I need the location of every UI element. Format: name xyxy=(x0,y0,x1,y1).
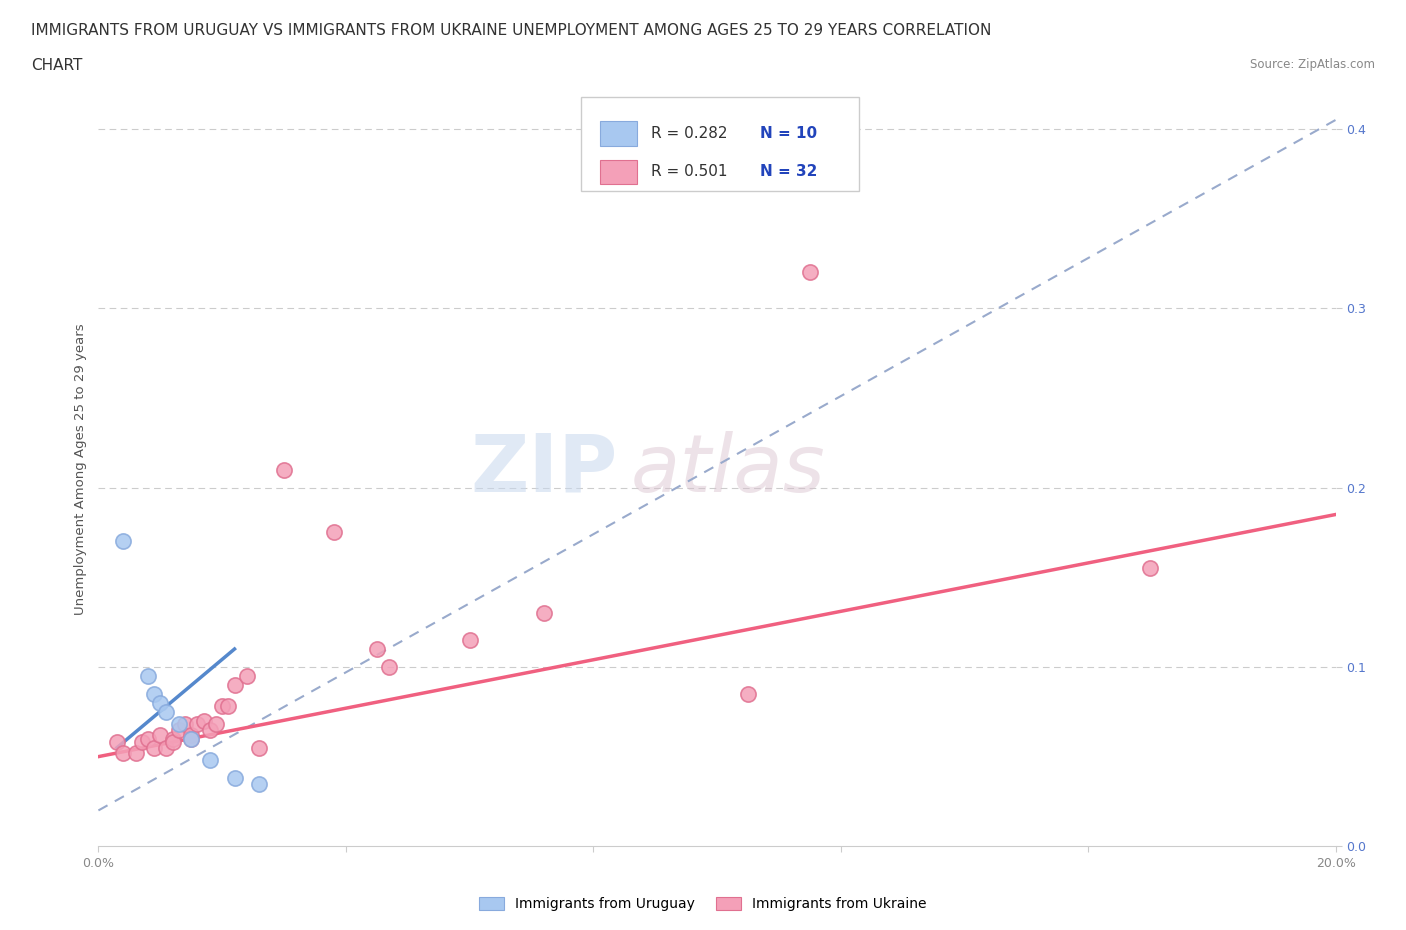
Text: R = 0.501: R = 0.501 xyxy=(651,164,728,179)
Point xyxy=(155,740,177,755)
Point xyxy=(322,525,344,539)
Point xyxy=(378,659,401,674)
Point xyxy=(149,727,172,742)
Text: Source: ZipAtlas.com: Source: ZipAtlas.com xyxy=(1250,58,1375,71)
Point xyxy=(247,776,270,790)
Point xyxy=(247,740,270,755)
Point xyxy=(366,642,388,657)
Point xyxy=(162,731,184,746)
Point xyxy=(799,265,821,280)
Point xyxy=(193,713,215,728)
Point xyxy=(136,669,159,684)
Point xyxy=(155,704,177,719)
Point xyxy=(105,735,128,750)
Point xyxy=(217,699,239,714)
Point xyxy=(162,735,184,750)
Point xyxy=(1139,561,1161,576)
Point xyxy=(224,677,246,692)
FancyBboxPatch shape xyxy=(599,122,637,145)
Point xyxy=(180,727,202,742)
Point xyxy=(211,699,233,714)
Point xyxy=(112,534,135,549)
Point xyxy=(174,717,197,732)
Text: ZIP: ZIP xyxy=(471,431,619,509)
Point xyxy=(131,735,153,750)
Point xyxy=(186,717,208,732)
Text: N = 32: N = 32 xyxy=(761,164,818,179)
Point xyxy=(149,696,172,711)
Point xyxy=(143,686,166,701)
Legend: Immigrants from Uruguay, Immigrants from Ukraine: Immigrants from Uruguay, Immigrants from… xyxy=(472,891,934,919)
Point xyxy=(205,717,228,732)
Point xyxy=(136,731,159,746)
Point xyxy=(224,771,246,786)
Y-axis label: Unemployment Among Ages 25 to 29 years: Unemployment Among Ages 25 to 29 years xyxy=(75,324,87,616)
Point xyxy=(124,746,146,761)
Point xyxy=(198,723,221,737)
Text: CHART: CHART xyxy=(31,58,83,73)
Point xyxy=(112,746,135,761)
Point xyxy=(143,740,166,755)
Point xyxy=(533,605,555,620)
Text: IMMIGRANTS FROM URUGUAY VS IMMIGRANTS FROM UKRAINE UNEMPLOYMENT AMONG AGES 25 TO: IMMIGRANTS FROM URUGUAY VS IMMIGRANTS FR… xyxy=(31,23,991,38)
Point xyxy=(737,686,759,701)
Point xyxy=(273,462,295,477)
Point xyxy=(167,723,190,737)
Text: N = 10: N = 10 xyxy=(761,126,817,141)
FancyBboxPatch shape xyxy=(581,97,859,191)
Point xyxy=(458,632,481,647)
Text: atlas: atlas xyxy=(630,431,825,509)
Point xyxy=(198,752,221,767)
Point xyxy=(180,731,202,746)
FancyBboxPatch shape xyxy=(599,160,637,183)
Point xyxy=(180,731,202,746)
Point xyxy=(236,669,259,684)
Point xyxy=(167,717,190,732)
Text: R = 0.282: R = 0.282 xyxy=(651,126,728,141)
